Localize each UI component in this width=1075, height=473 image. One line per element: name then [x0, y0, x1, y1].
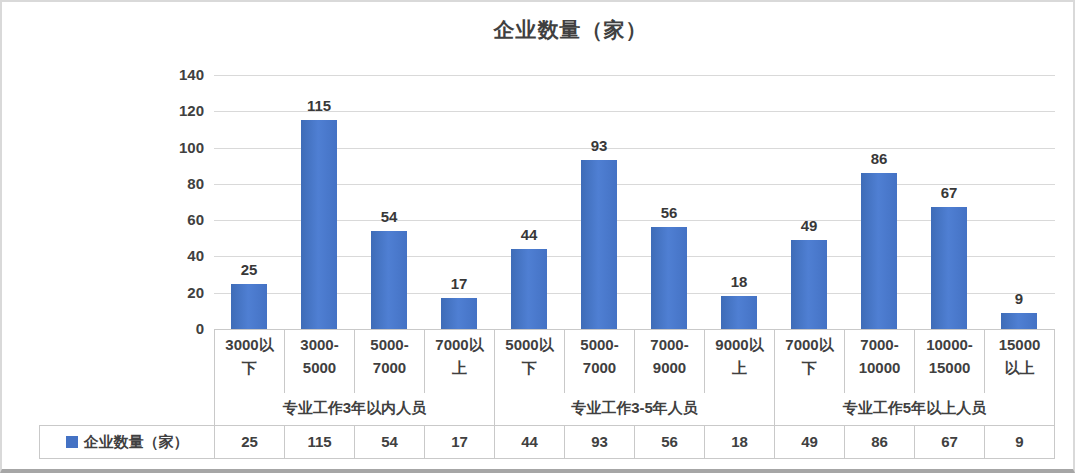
y-axis-tick-label: 80	[140, 175, 204, 193]
bar-value-label: 67	[914, 183, 984, 203]
x-axis-category-label: 9000以 上	[705, 330, 775, 393]
bar-value-label: 49	[774, 216, 844, 236]
gridline	[214, 75, 1055, 76]
bar[interactable]	[231, 284, 267, 329]
data-table-value-cell: 25	[215, 426, 285, 458]
x-axis-category-label: 5000以 下	[495, 330, 565, 393]
bar[interactable]	[371, 231, 407, 329]
legend-swatch-icon	[66, 436, 78, 448]
data-table-value-cell: 67	[915, 426, 985, 458]
y-axis-tick-label: 20	[140, 284, 204, 302]
gridline	[214, 293, 1055, 294]
data-table-value-cell: 9	[985, 426, 1055, 458]
x-axis-group-label: 专业工作3年以内人员	[215, 393, 495, 425]
gridline	[214, 148, 1055, 149]
x-axis-group-row: 专业工作3年以内人员专业工作3-5年人员专业工作5年以上人员	[214, 393, 1055, 425]
bar[interactable]	[931, 207, 967, 329]
bar[interactable]	[721, 296, 757, 329]
bar[interactable]	[1001, 313, 1037, 329]
bar-value-label: 17	[424, 274, 494, 294]
bar-value-label: 18	[704, 272, 774, 292]
data-table-value-cell: 86	[845, 426, 915, 458]
bar-value-label: 25	[214, 260, 284, 280]
bar-value-label: 93	[564, 136, 634, 156]
bar-value-label: 54	[354, 207, 424, 227]
x-axis-group-label: 专业工作5年以上人员	[775, 393, 1055, 425]
bar[interactable]	[791, 240, 827, 329]
x-axis-category-label: 3000以 下	[215, 330, 285, 393]
x-axis-category-label: 5000- 7000	[355, 330, 425, 393]
chart-title: 企业数量（家）	[35, 16, 1075, 44]
x-axis-category-label: 7000- 9000	[635, 330, 705, 393]
y-axis-tick-label: 0	[140, 320, 204, 338]
bar-value-label: 56	[634, 203, 704, 223]
x-axis-category-row: 3000以 下3000- 50005000- 70007000以 上5000以 …	[214, 329, 1055, 393]
bar[interactable]	[441, 298, 477, 329]
bar[interactable]	[581, 160, 617, 329]
y-axis-tick-label: 140	[140, 66, 204, 84]
x-axis-category-label: 7000以 下	[775, 330, 845, 393]
bar[interactable]	[301, 120, 337, 329]
legend-label: 企业数量（家）	[84, 433, 189, 452]
y-axis-tick-label: 60	[140, 211, 204, 229]
data-table-value-cell: 54	[355, 426, 425, 458]
data-table-value-cell: 18	[705, 426, 775, 458]
x-axis-category-label: 15000 以上	[985, 330, 1055, 393]
data-table-value-cell: 49	[775, 426, 845, 458]
data-table-value-cell: 17	[425, 426, 495, 458]
bar[interactable]	[861, 173, 897, 329]
x-axis-category-label: 7000- 10000	[845, 330, 915, 393]
x-axis-group-label: 专业工作3-5年人员	[495, 393, 775, 425]
data-table-row: 企业数量（家） 251155417449356184986679	[39, 425, 1055, 459]
bar[interactable]	[651, 227, 687, 329]
x-axis-category-label: 10000- 15000	[915, 330, 985, 393]
data-table-value-cell: 44	[495, 426, 565, 458]
bar-chart: 企业数量（家） 02040608010012014025115541744935…	[0, 0, 1075, 473]
x-axis-category-label: 5000- 7000	[565, 330, 635, 393]
y-axis-tick-label: 120	[140, 102, 204, 120]
legend: 企业数量（家）	[40, 426, 215, 458]
bar-value-label: 86	[844, 149, 914, 169]
bar-value-label: 9	[984, 289, 1054, 309]
x-axis-category-label: 7000以 上	[425, 330, 495, 393]
y-axis-tick-label: 40	[140, 247, 204, 265]
bar-value-label: 44	[494, 225, 564, 245]
gridline	[214, 256, 1055, 257]
data-table-value-cell: 56	[635, 426, 705, 458]
data-table-value-cell: 115	[285, 426, 355, 458]
y-axis-tick-label: 100	[140, 139, 204, 157]
bar-value-label: 115	[284, 96, 354, 116]
bar[interactable]	[511, 249, 547, 329]
data-table-value-cell: 93	[565, 426, 635, 458]
x-axis-category-label: 3000- 5000	[285, 330, 355, 393]
